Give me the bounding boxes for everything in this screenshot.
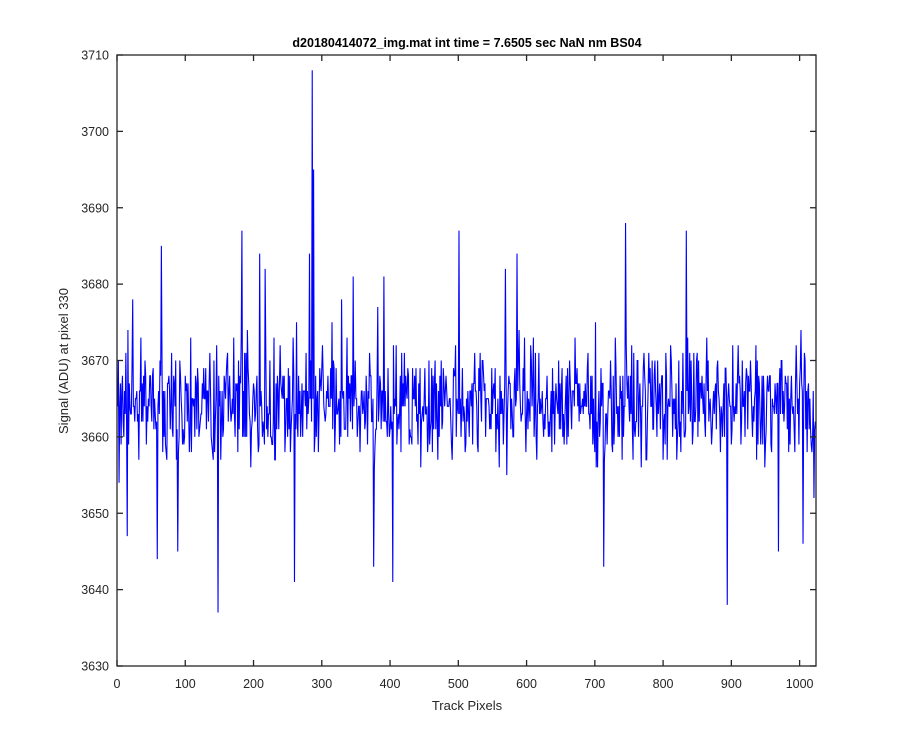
y-tick-label: 3680 xyxy=(81,278,109,292)
x-tick-label: 1000 xyxy=(786,677,814,691)
y-tick-label: 3650 xyxy=(81,507,109,521)
x-axis-label: Track Pixels xyxy=(432,698,503,713)
axes: 0 100 200 300 400 500 600 700 800 900 1000 3630 3640… xyxy=(81,49,817,691)
y-tick-label: 3690 xyxy=(81,201,109,215)
x-tick-label: 300 xyxy=(311,677,332,691)
chart-title: d20180414072_img.mat int time = 7.6505 s… xyxy=(292,36,641,50)
x-tick-label: 900 xyxy=(721,677,742,691)
y-tick-label: 3660 xyxy=(81,430,109,444)
series-line xyxy=(117,70,816,613)
x-tick-label: 800 xyxy=(653,677,674,691)
x-tick-label: 700 xyxy=(584,677,605,691)
x-tick-label: 100 xyxy=(175,677,196,691)
y-axis-label: Signal (ADU) at pixel 330 xyxy=(56,288,71,434)
x-tick-label: 0 xyxy=(114,677,121,691)
x-tick-label: 500 xyxy=(448,677,469,691)
plot-area xyxy=(117,55,816,666)
y-tick-label: 3710 xyxy=(81,49,109,63)
y-tick-label: 3630 xyxy=(81,660,109,674)
x-tick-label: 200 xyxy=(243,677,264,691)
plot-background xyxy=(117,55,816,666)
x-tick-label: 600 xyxy=(516,677,537,691)
y-tick-label: 3640 xyxy=(81,583,109,597)
y-tick-label: 3700 xyxy=(81,125,109,139)
x-tick-label: 400 xyxy=(380,677,401,691)
y-tick-label: 3670 xyxy=(81,354,109,368)
